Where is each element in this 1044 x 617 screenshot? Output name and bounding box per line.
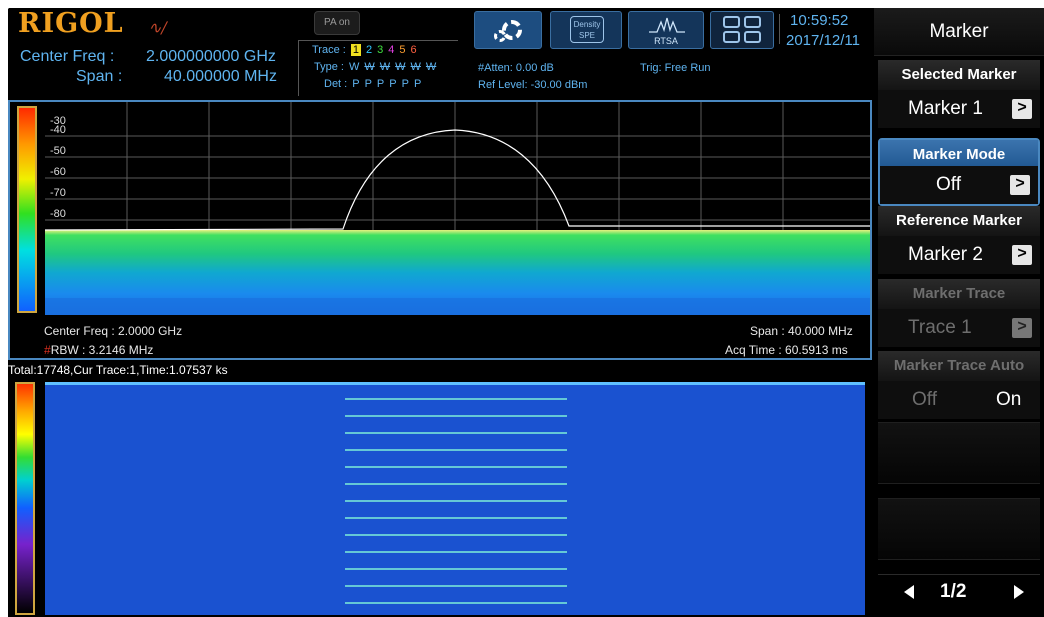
density-label: Density (573, 20, 601, 29)
marker-trace-value: Trace 1 (908, 317, 972, 338)
rbw-value: RBW : 3.2146 MHz (50, 343, 154, 357)
chevron-right-icon: > (1012, 99, 1032, 119)
reference-marker-button[interactable]: Marker 2 > (878, 236, 1040, 274)
trace-type-2: W (364, 61, 375, 73)
gear-icon (494, 16, 524, 46)
marker-mode-value: Off (936, 174, 961, 195)
density-spe-button[interactable]: Density SPE (550, 11, 622, 49)
spectrum-color-bar (17, 106, 37, 313)
window-layout-button[interactable] (710, 11, 774, 49)
trace-type-5: W (410, 61, 421, 73)
toggle-on-option[interactable]: On (996, 389, 1022, 410)
waterfall-status: Total:17748,Cur Trace:1,Time:1.07537 ks (8, 363, 228, 377)
trace-type-6: W (425, 61, 437, 73)
selected-marker-button[interactable]: Marker 1 > (878, 90, 1040, 128)
y-tick-1: -30 (50, 115, 66, 127)
spectrum-rbw: #RBW : 3.2146 MHz (44, 343, 153, 357)
menu-pager: 1/2 (878, 574, 1040, 614)
spectrum-center-freq: Center Freq : 2.0000 GHz (44, 324, 183, 338)
page-indicator: 1/2 (940, 581, 967, 602)
trace-type-1: W (348, 61, 360, 73)
span-label: Span : (76, 68, 123, 85)
reference-marker-label[interactable]: Reference Marker (878, 206, 1040, 236)
center-freq-label: Center Freq : (20, 48, 115, 65)
rbw-uncal-mark: # (44, 343, 51, 357)
rtsa-wave-icon (649, 17, 685, 33)
marker-mode-button[interactable]: Off > (880, 166, 1038, 204)
clock-time: 10:59:52 (790, 12, 849, 29)
page-next-icon[interactable] (1014, 585, 1024, 599)
selected-marker-value: Marker 1 (908, 98, 983, 119)
waterfall-plot[interactable] (45, 382, 865, 615)
chevron-right-icon: > (1010, 175, 1030, 195)
settings-button[interactable] (474, 11, 542, 49)
rtsa-label: RTSA (654, 36, 678, 46)
type-label: Type : (314, 61, 344, 73)
toggle-off-option[interactable]: Off (912, 389, 937, 410)
y-tick-2: -40 (50, 124, 66, 136)
rtsa-button[interactable]: RTSA (628, 11, 704, 49)
trace-det-2: P (364, 78, 372, 90)
softkey-menu: Marker Selected Marker Marker 1 > Marker… (874, 8, 1044, 617)
trace-1[interactable]: 1 (350, 44, 361, 56)
trace-det-4: P (389, 78, 397, 90)
trace-det-1: P (352, 78, 360, 90)
marker-mode-frame (878, 138, 1040, 206)
reference-marker-value: Marker 2 (908, 244, 983, 265)
trace-det-6: P (413, 78, 422, 90)
marker-trace-auto-toggle[interactable]: Off On (878, 381, 1040, 419)
marker-trace-auto-label[interactable]: Marker Trace Auto (878, 351, 1040, 381)
status-header: RIGOL ∿∕ Center Freq : 2.000000000 GHz S… (8, 8, 872, 98)
trace-type-4: W (395, 61, 406, 73)
marker-mode-label[interactable]: Marker Mode (880, 140, 1038, 170)
trace-2[interactable]: 2 (365, 44, 373, 56)
span-value[interactable]: 40.000000 MHz (164, 68, 277, 85)
trace-type-3: W (379, 61, 391, 73)
det-label: Det : (324, 78, 348, 90)
y-tick-3: -50 (50, 145, 66, 157)
trace-label: Trace : (312, 44, 346, 56)
analyzer-screen: RIGOL ∿∕ Center Freq : 2.000000000 GHz S… (8, 8, 1044, 617)
ref-level-readout: Ref Level: -30.00 dBm (478, 79, 588, 91)
y-tick-5: -70 (50, 187, 66, 199)
spectrum-span: Span : 40.000 MHz (750, 324, 853, 338)
spectrum-panel[interactable]: -30 -40 -50 -60 -70 -80 Center Freq : 2.… (8, 100, 872, 360)
empty-softkey-1[interactable] (878, 422, 1040, 484)
page-prev-icon[interactable] (904, 585, 914, 599)
menu-title: Marker (874, 8, 1044, 56)
atten-readout: #Atten: 0.00 dB (478, 62, 554, 74)
y-tick-6: -80 (50, 208, 66, 220)
spectrum-acq-time: Acq Time : 60.5913 ms (725, 343, 848, 357)
trace-4[interactable]: 4 (388, 44, 395, 56)
rigol-logo: RIGOL (18, 8, 124, 39)
chevron-right-icon: > (1012, 318, 1032, 338)
density-sub-label: SPE (578, 31, 595, 40)
density-icon: Density SPE (570, 16, 604, 43)
marker-trace-label[interactable]: Marker Trace (878, 279, 1040, 309)
empty-softkey-2[interactable] (878, 498, 1040, 560)
marker-trace-button[interactable]: Trace 1 > (878, 309, 1040, 347)
trig-readout: Trig: Free Run (640, 62, 711, 74)
header-divider (779, 14, 780, 44)
spectrum-plot[interactable] (45, 102, 870, 315)
selected-marker-label[interactable]: Selected Marker (878, 60, 1040, 90)
pa-on-button[interactable]: PA on (314, 11, 360, 35)
trace-det-5: P (401, 78, 409, 90)
max-hold-trace (45, 129, 870, 231)
y-tick-4: -60 (50, 166, 66, 178)
chevron-right-icon: > (1012, 245, 1032, 265)
trace-5[interactable]: 5 (399, 44, 406, 56)
logo-wave-icon: ∿∕ (148, 18, 167, 37)
waterfall-color-bar (15, 382, 35, 615)
trace-det-3: P (376, 78, 385, 90)
center-freq-value[interactable]: 2.000000000 GHz (146, 48, 276, 65)
waterfall-panel[interactable] (8, 380, 872, 617)
trace-3[interactable]: 3 (377, 44, 384, 56)
waterfall-lines (345, 398, 567, 604)
mouse-cursor-icon (8, 8, 13, 11)
trace-6[interactable]: 6 (410, 44, 417, 56)
clock-date: 2017/12/11 (786, 32, 860, 49)
